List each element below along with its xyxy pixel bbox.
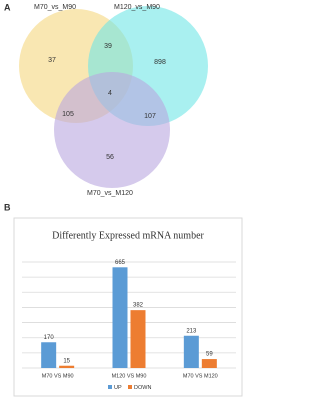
chart-title: Differently Expressed mRNA number xyxy=(52,230,204,241)
region-count: 37 xyxy=(48,57,56,64)
data-label: 170 xyxy=(44,335,55,341)
bar xyxy=(41,342,57,368)
region-count: 4 xyxy=(108,90,112,97)
bar xyxy=(130,310,146,368)
bar xyxy=(59,365,75,368)
set-label: M70_vs_M120 xyxy=(87,190,133,197)
set-label: M120_vs_M90 xyxy=(114,4,160,11)
x-tick-label: M120 VS M90 xyxy=(112,373,147,379)
panel-label: A xyxy=(4,2,11,12)
chart-frame xyxy=(13,217,243,397)
legend-label: UP xyxy=(114,385,122,391)
legend-label: DOWN xyxy=(134,385,151,391)
figure: A M70_vs_M90 M120_vs_M90 M70_vs_M120 37 39 898… xyxy=(4,2,243,397)
bar xyxy=(201,359,217,368)
x-tick-label: M70 VS M90 xyxy=(42,373,74,379)
x-tick-label: M70 VS M120 xyxy=(183,373,218,379)
region-count: 105 xyxy=(62,111,74,118)
data-label: 213 xyxy=(186,328,197,334)
bar xyxy=(183,335,199,368)
data-label: 665 xyxy=(115,260,126,266)
region-count: 107 xyxy=(144,113,156,120)
bar xyxy=(112,267,128,368)
region-count: 56 xyxy=(106,154,114,161)
region-count: 39 xyxy=(104,43,112,50)
set-label: M70_vs_M90 xyxy=(34,4,76,11)
set-circle xyxy=(54,72,170,188)
panel-label: B xyxy=(4,202,11,212)
data-label: 59 xyxy=(206,352,213,358)
legend-swatch xyxy=(108,385,112,389)
region-count: 898 xyxy=(154,59,166,66)
data-label: 382 xyxy=(133,303,144,309)
data-label: 15 xyxy=(63,358,70,364)
legend-swatch xyxy=(128,385,132,389)
